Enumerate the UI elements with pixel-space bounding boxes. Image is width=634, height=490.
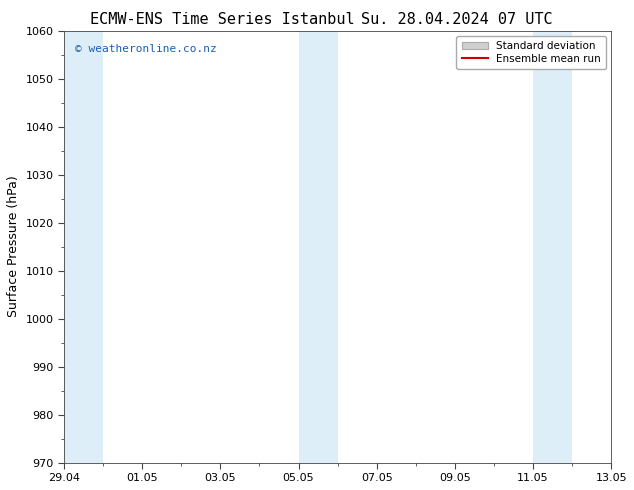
Text: © weatheronline.co.nz: © weatheronline.co.nz: [75, 44, 217, 53]
Legend: Standard deviation, Ensemble mean run: Standard deviation, Ensemble mean run: [456, 36, 606, 69]
Bar: [64, 30, 103, 463]
Bar: [533, 30, 572, 463]
Y-axis label: Surface Pressure (hPa): Surface Pressure (hPa): [7, 176, 20, 318]
Bar: [299, 30, 338, 463]
Text: ECMW-ENS Time Series Istanbul: ECMW-ENS Time Series Istanbul: [89, 12, 354, 27]
Text: Su. 28.04.2024 07 UTC: Su. 28.04.2024 07 UTC: [361, 12, 552, 27]
